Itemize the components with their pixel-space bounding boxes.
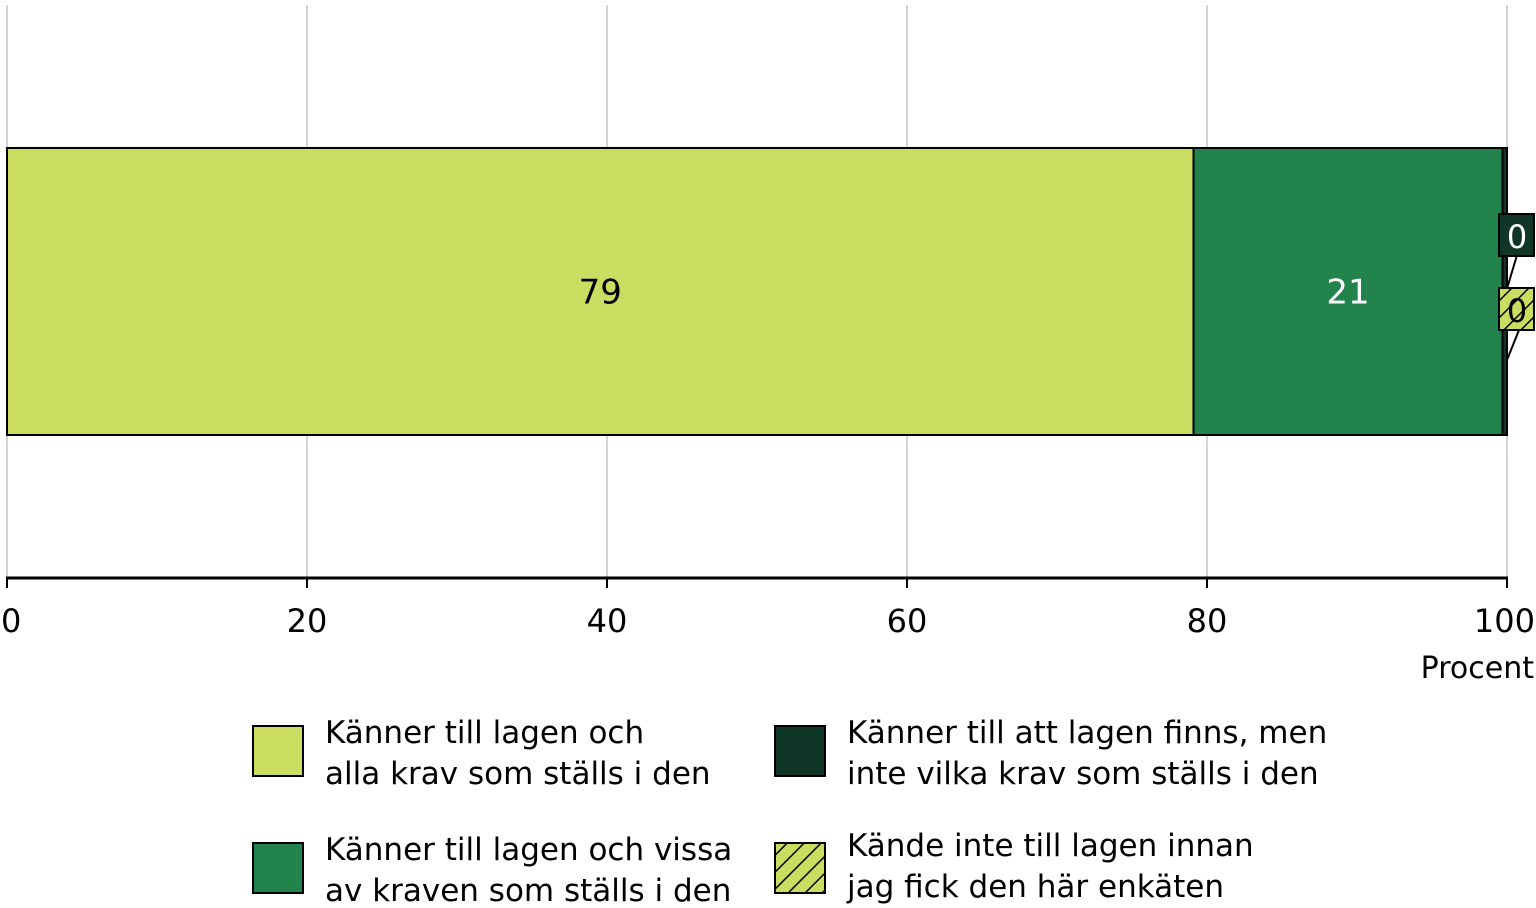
data-label: 21 [1326,273,1369,313]
label-leader-line [1506,329,1520,361]
legend-label: av kraven som ställs i den [325,873,731,908]
bar-segment [6,147,1195,436]
data-label: 0 [1507,218,1527,256]
data-label-box [1498,287,1535,331]
legend-label: Känner till att lagen finns, men [847,715,1327,751]
x-tick-label: 60 [887,602,928,640]
x-tick-label: 40 [587,602,628,640]
legend-label: Känner till lagen och [325,715,644,751]
legend-label: Känner till lagen och vissa [325,832,732,868]
legend-label: Kände inte till lagen innan [847,828,1254,864]
x-tick-label: 80 [1187,602,1228,640]
x-axis-title: Procent [1421,651,1535,686]
x-tick-label: 0 [1,602,21,640]
legend-swatch [252,842,304,894]
legend-label: inte vilka krav som ställs i den [847,756,1319,792]
x-tick-label: 100 [1474,602,1535,640]
legend-swatch [774,725,826,777]
data-label: 79 [579,273,622,313]
legend-label: jag fick den här enkäten [846,869,1224,905]
data-label: 0 [1507,292,1527,330]
data-label-box [1498,213,1535,257]
legend-label: alla krav som ställs i den [325,756,711,792]
x-tick-label: 20 [287,602,328,640]
legend-swatch [252,725,304,777]
legend-swatch [774,842,826,894]
